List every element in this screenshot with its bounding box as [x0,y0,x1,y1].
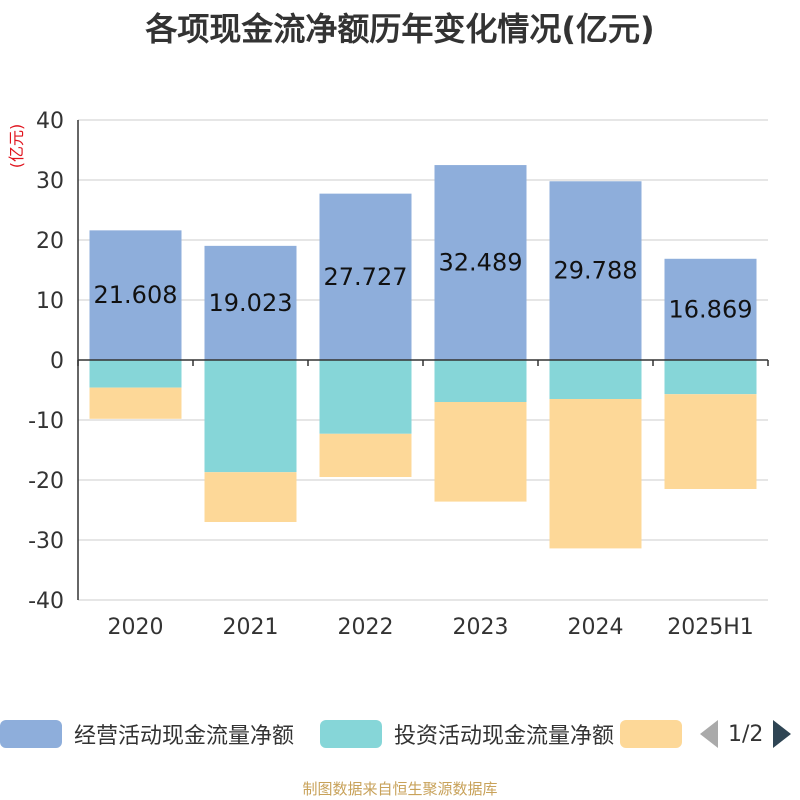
y-tick-label: -20 [28,469,64,494]
bar-1 [549,181,642,360]
x-tick-label: 2025H1 [667,615,754,640]
legend-label-operating: 经营活动现金流量净额 [74,724,295,749]
y-tick-label: 0 [50,349,64,374]
bar-1 [319,193,412,360]
legend-pager: 1/2 [700,716,792,752]
legend-label-investing: 投资活动现金流量净额 [394,724,615,749]
bar-2 [549,360,642,399]
bar-1 [204,245,297,360]
pager-prev-icon[interactable] [700,720,718,748]
chart-title: 各项现金流净额历年变化情况(亿元) [145,10,655,48]
bar-3 [89,387,182,419]
bar-3 [204,472,297,522]
bar-2 [204,360,297,473]
x-tick-label: 2024 [568,615,624,640]
bar-data-label: 27.727 [324,263,408,291]
y-tick-label: 20 [36,229,64,254]
bar-3 [319,433,412,477]
bar-3 [434,402,527,502]
legend-swatch-third [620,720,682,748]
bar-data-label: 21.608 [94,281,178,309]
bar-data-label: 32.489 [439,249,523,277]
legend-swatch-investing [320,720,382,748]
y-tick-label: 40 [36,109,64,134]
y-unit-label: (亿元) [7,124,26,169]
pager-text: 1/2 [728,721,764,747]
x-tick-label: 2021 [223,615,279,640]
bar-data-label: 29.788 [554,257,638,285]
bar-2 [89,360,182,388]
legend-item-investing[interactable]: 投资活动现金流量净额 [320,716,614,752]
y-tick-label: -10 [28,409,64,434]
x-tick-label: 2023 [453,615,509,640]
legend-item-third[interactable] [620,716,682,752]
source-note: 制图数据来自恒生聚源数据库 [302,780,498,798]
x-tick-label: 2022 [338,615,394,640]
bar-2 [434,360,527,402]
bar-2 [319,360,412,434]
bar-data-label: 19.023 [209,289,293,317]
x-tick-label: 2020 [108,615,164,640]
y-tick-label: 30 [36,169,64,194]
bar-1 [664,258,757,360]
pager-next-icon[interactable] [773,720,792,748]
legend-swatch-operating [0,720,62,748]
bar-1 [89,230,182,360]
y-tick-label: 10 [36,289,64,314]
bar-1 [434,165,527,360]
legend: 经营活动现金流量净额 投资活动现金流量净额 [0,716,800,756]
bar-3 [664,394,757,489]
bar-3 [549,399,642,549]
bar-2 [664,360,757,395]
bar-data-label: 16.869 [669,295,753,323]
bar-chart: 40 30 20 10 0 -10 -20 -30 -40 (亿元) 21.608 19.023 27.… [7,109,769,640]
y-tick-label: -40 [28,589,64,614]
y-tick-label: -30 [28,529,64,554]
legend-item-operating[interactable]: 经营活动现金流量净额 [0,716,294,752]
